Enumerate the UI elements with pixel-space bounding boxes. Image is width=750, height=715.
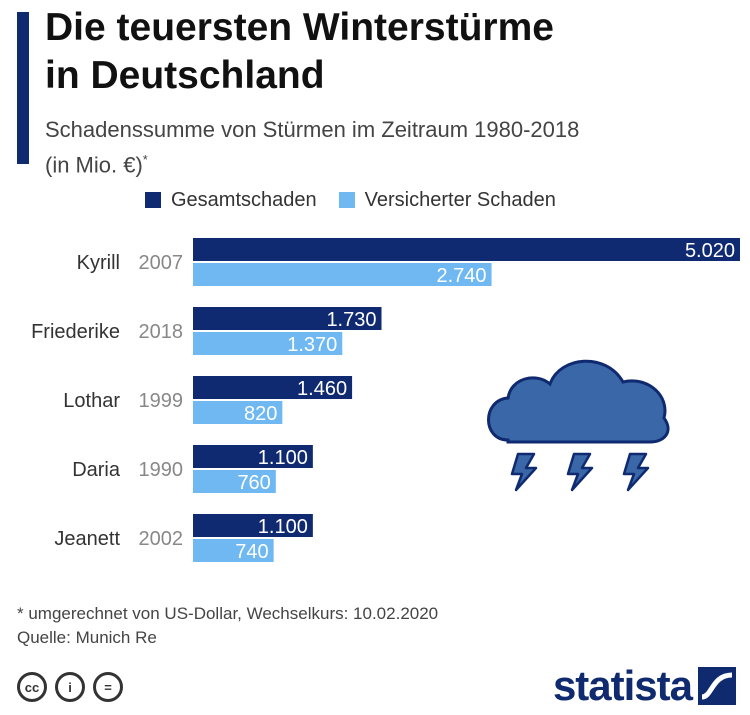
year-label: 1990 [139, 459, 184, 481]
bar-versicherter-schaden [193, 539, 274, 562]
data-label: 2.740 [436, 265, 486, 287]
category-label: Friederike [31, 321, 120, 343]
category-label: Kyrill [77, 252, 120, 274]
title-line-1: Die teuersten Winterstürme [45, 6, 554, 49]
accent-bar [17, 12, 29, 164]
category-label: Jeanett [54, 528, 120, 550]
nd-icon[interactable]: = [93, 672, 123, 702]
lightning-icon [510, 452, 650, 492]
legend-item-versichert: Versicherter Schaden [338, 188, 556, 212]
year-label: 2007 [139, 252, 184, 274]
subtitle-line-2: (in Mio. €) [45, 152, 143, 178]
statista-logo-icon [698, 667, 736, 705]
by-icon[interactable]: i [55, 672, 85, 702]
legend-swatch-versichert [338, 192, 355, 208]
data-label: 1.730 [326, 309, 376, 331]
bar-versicherter-schaden [193, 401, 283, 424]
bar-gesamtschaden [193, 307, 382, 330]
bar-versicherter-schaden [193, 470, 276, 493]
statista-wordmark: statista [552, 662, 693, 709]
category-label: Daria [72, 459, 121, 481]
bar-gesamtschaden [193, 376, 353, 399]
year-label: 1999 [139, 390, 184, 412]
chart-title: Die teuersten Winterstürme in Deutschlan… [45, 4, 735, 100]
data-label: 760 [237, 472, 270, 494]
legend: Gesamtschaden Versicherter Schaden [145, 186, 578, 214]
cloud-shape [487, 359, 670, 444]
legend-label-versichert: Versicherter Schaden [364, 188, 556, 211]
chart-subtitle: Schadenssumme von Stürmen im Zeitraum 19… [45, 115, 735, 180]
footnote: * umgerechnet von US-Dollar, Wechselkurs… [17, 602, 438, 650]
year-label: 2018 [139, 321, 184, 343]
license-icons: cc i = [17, 672, 123, 702]
bar-chart: Kyrill 2007 5.020 2.740 Friederike 2018 1.730 1… [31, 238, 740, 563]
subtitle-footnote-mark: * [142, 152, 148, 167]
data-label: 5.020 [685, 240, 735, 262]
bar-gesamtschaden [193, 445, 313, 468]
title-line-2: in Deutschland [45, 54, 325, 97]
legend-item-gesamt: Gesamtschaden [145, 189, 317, 212]
category-label: Lothar [63, 390, 120, 412]
bar-gesamtschaden [193, 238, 740, 261]
subtitle-line-1: Schadenssumme von Stürmen im Zeitraum 19… [45, 117, 580, 142]
footnote-note: * umgerechnet von US-Dollar, Wechselkurs… [17, 604, 439, 623]
legend-label-gesamt: Gesamtschaden [171, 188, 317, 211]
data-label: 1.460 [297, 378, 347, 400]
data-label: 740 [235, 541, 268, 563]
legend-swatch-gesamt [145, 192, 161, 208]
bar-versicherter-schaden [193, 263, 492, 286]
year-label: 2002 [139, 528, 184, 550]
data-label: 1.100 [258, 516, 308, 538]
data-label: 1.370 [287, 334, 337, 356]
cc-icon[interactable]: cc [17, 672, 47, 702]
bar-gesamtschaden [193, 514, 313, 537]
data-label: 1.100 [258, 447, 308, 469]
storm-cloud-icon [487, 359, 670, 492]
statista-brand[interactable]: statista [553, 664, 736, 708]
footnote-source: Quelle: Munich Re [17, 628, 157, 647]
data-label: 820 [244, 403, 277, 425]
bar-versicherter-schaden [193, 332, 343, 355]
